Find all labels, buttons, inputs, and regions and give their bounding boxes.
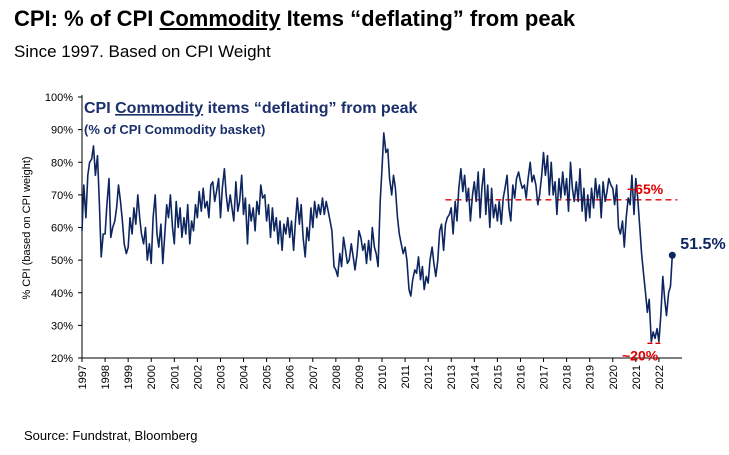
page-subtitle: Since 1997. Based on CPI Weight [14,42,271,61]
x-tick-label: 2006 [285,365,297,389]
x-tick-label: 2011 [400,365,412,389]
y-tick-label: 40% [51,288,73,300]
x-tick-label: 2015 [492,365,504,389]
annotation-labels: 51.5% ~65% ~20% [622,181,726,364]
chart-title-pre: CPI [84,100,115,117]
x-tick-label: 2002 [192,365,204,389]
chart-title: CPI Commodity items “deflating” from pea… [84,100,417,117]
series-line [81,132,674,343]
x-tick-label: 2008 [331,365,343,389]
source-note: Source: Fundstrat, Bloomberg [24,428,198,443]
y-tick-label: 50% [51,255,73,267]
x-tick-label: 2022 [654,365,666,389]
x-tick-label: 2009 [354,365,366,389]
y-tick-label: 20% [51,353,73,365]
x-tick-label: 2000 [146,365,158,389]
chart-title-underlined: Commodity [115,100,203,117]
y-axis-label: % CPI (based on CPI weight) [21,156,33,299]
y-tick-label: 80% [51,157,73,169]
x-tick-label: 2003 [215,365,227,389]
x-tick-label: 2005 [262,365,274,389]
x-tick-label: 2018 [562,365,574,389]
x-tick-label: 1997 [77,365,89,389]
x-tick-label: 2004 [239,365,251,389]
series-layer [81,132,674,343]
x-tick-label: 2019 [585,365,597,389]
y-tick-label: 30% [51,320,73,332]
x-tick-label: 2014 [469,365,481,389]
y-tick-label: 60% [51,223,73,235]
chart-subtitle: (% of CPI Commodity basket) [84,122,265,137]
reference-lines [445,199,678,345]
end-point-marker [668,251,676,259]
y-tick-label: 100% [45,92,73,104]
title-post: Items “deflating” from peak [280,6,576,31]
x-tick-label: 2017 [539,365,551,389]
x-tick-label: 2010 [377,365,389,389]
x-tick-label: 2012 [423,365,435,389]
page-title: CPI: % of CPI Commodity Items “deflating… [14,6,575,32]
y-tick-label: 90% [51,125,73,137]
upper-annotation-label: ~65% [627,181,664,197]
title-pre: CPI: % of CPI [14,6,160,31]
x-tick-label: 2013 [446,365,458,389]
x-tick-label: 1999 [123,365,135,389]
end-value-label: 51.5% [680,236,725,253]
x-tick-label: 2001 [169,365,181,389]
chart-title-post: items “deflating” from peak [203,100,417,117]
x-tick-label: 2016 [515,365,527,389]
x-tick-label: 2021 [631,365,643,389]
y-tick-label: 70% [51,190,73,202]
title-underlined: Commodity [159,6,281,31]
x-tick-label: 2007 [308,365,320,389]
x-tick-label: 2020 [608,365,620,389]
x-tick-label: 1998 [100,365,112,389]
lower-annotation-label: ~20% [622,347,659,363]
